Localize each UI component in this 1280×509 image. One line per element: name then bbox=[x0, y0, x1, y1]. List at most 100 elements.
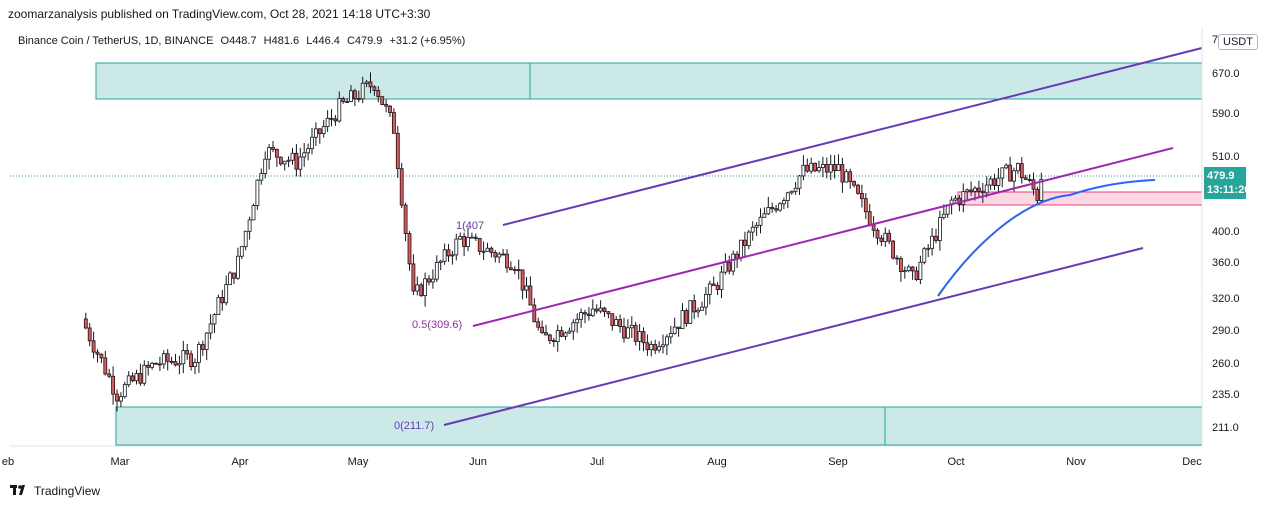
candle bbox=[251, 203, 256, 221]
candle-body bbox=[645, 342, 650, 351]
candle bbox=[653, 339, 658, 355]
time-tick-label: eb bbox=[2, 456, 14, 468]
candle-body bbox=[860, 193, 864, 200]
candle bbox=[649, 340, 654, 357]
candle bbox=[352, 88, 357, 106]
candle bbox=[891, 239, 895, 260]
candle-body bbox=[1008, 164, 1012, 182]
candle bbox=[1035, 186, 1040, 205]
candle bbox=[1027, 174, 1032, 183]
candle-body bbox=[544, 332, 548, 336]
candle-body bbox=[462, 236, 467, 247]
candle-body bbox=[313, 128, 318, 138]
candle bbox=[902, 266, 907, 279]
candle-body bbox=[941, 213, 946, 218]
candle bbox=[1004, 163, 1009, 170]
channel-lower-line[interactable] bbox=[443, 247, 1144, 426]
candle-body bbox=[867, 211, 872, 226]
candle-body bbox=[407, 233, 412, 265]
candle-body bbox=[372, 86, 377, 91]
candle-body bbox=[430, 278, 435, 283]
candle-body bbox=[813, 162, 817, 172]
candle-body bbox=[559, 330, 564, 337]
candle bbox=[813, 162, 817, 173]
candle bbox=[520, 269, 525, 300]
supply-zone[interactable] bbox=[95, 62, 1203, 100]
candle-body bbox=[1027, 179, 1032, 181]
candle-body bbox=[711, 283, 716, 286]
candle bbox=[528, 276, 533, 306]
candle-body bbox=[922, 248, 927, 263]
symbol-name[interactable]: Binance Coin / TetherUS, 1D, BINANCE bbox=[18, 35, 214, 47]
candle bbox=[310, 127, 314, 155]
channel-mid-line[interactable] bbox=[472, 147, 1174, 327]
symbol-info: Binance Coin / TetherUS, 1D, BINANCE O44… bbox=[18, 35, 469, 47]
candle bbox=[727, 255, 732, 275]
candle bbox=[454, 233, 459, 261]
candle bbox=[953, 195, 958, 202]
candle bbox=[832, 155, 837, 179]
candle-body bbox=[930, 235, 934, 249]
candle-body bbox=[388, 105, 392, 113]
time-tick-label: Jul bbox=[590, 456, 604, 468]
candle-body bbox=[204, 332, 209, 350]
candle-body bbox=[134, 373, 139, 382]
candle bbox=[259, 168, 264, 185]
candle bbox=[321, 119, 326, 138]
demand-zone[interactable] bbox=[115, 406, 1203, 446]
candle-body bbox=[977, 187, 981, 192]
candle-body bbox=[142, 364, 147, 384]
candle bbox=[723, 253, 728, 275]
candle-body bbox=[87, 327, 92, 342]
ohlc-close: C479.9 bbox=[346, 35, 383, 47]
candle-body bbox=[103, 357, 108, 375]
candle bbox=[232, 272, 236, 285]
candle bbox=[551, 337, 556, 347]
candle-body bbox=[785, 192, 790, 202]
candle-body bbox=[177, 363, 182, 366]
candle-body bbox=[380, 96, 385, 105]
candle-body bbox=[278, 156, 283, 165]
support-curve[interactable] bbox=[937, 179, 1156, 297]
candle bbox=[661, 334, 665, 354]
candle bbox=[848, 168, 853, 189]
time-axis[interactable]: eb Mar Apr May Jun Jul Aug Sep Oct Nov Dec bbox=[2, 456, 1202, 468]
candle-body bbox=[1035, 188, 1040, 201]
candle-body bbox=[938, 217, 942, 241]
candle-body bbox=[875, 229, 880, 239]
candle-body bbox=[321, 126, 326, 134]
price-axis[interactable]: 670.0 590.0 510.0 400.0 360.0 320.0 290.0 260.0… bbox=[1212, 68, 1240, 434]
candle-body bbox=[575, 318, 580, 324]
ohlc-high: H481.6 bbox=[263, 35, 300, 47]
candle bbox=[836, 154, 841, 172]
candle bbox=[548, 333, 552, 344]
candle-body bbox=[879, 237, 884, 242]
candle bbox=[774, 204, 778, 213]
candle-body bbox=[181, 350, 186, 365]
candle-body bbox=[665, 336, 669, 346]
candle bbox=[130, 372, 135, 383]
candle bbox=[395, 125, 400, 178]
candle bbox=[934, 228, 938, 244]
candle-body bbox=[914, 270, 919, 281]
candle bbox=[169, 356, 174, 365]
candle-body bbox=[817, 167, 821, 172]
candle-body bbox=[680, 310, 685, 329]
footer-brand[interactable]: TradingView bbox=[10, 484, 100, 498]
candle-body bbox=[107, 373, 112, 377]
candle bbox=[493, 250, 498, 263]
candle bbox=[95, 349, 100, 363]
candle-body bbox=[364, 81, 369, 84]
candle bbox=[154, 362, 158, 365]
candle bbox=[828, 154, 833, 180]
candle bbox=[122, 381, 127, 399]
currency-badge[interactable]: USDT bbox=[1218, 34, 1258, 50]
candle bbox=[637, 323, 642, 351]
candle bbox=[107, 368, 112, 379]
candle-body bbox=[891, 240, 895, 259]
channel-upper-line[interactable] bbox=[502, 47, 1203, 226]
candle-body bbox=[122, 384, 127, 398]
candle bbox=[754, 222, 759, 236]
candle-body bbox=[298, 156, 303, 170]
